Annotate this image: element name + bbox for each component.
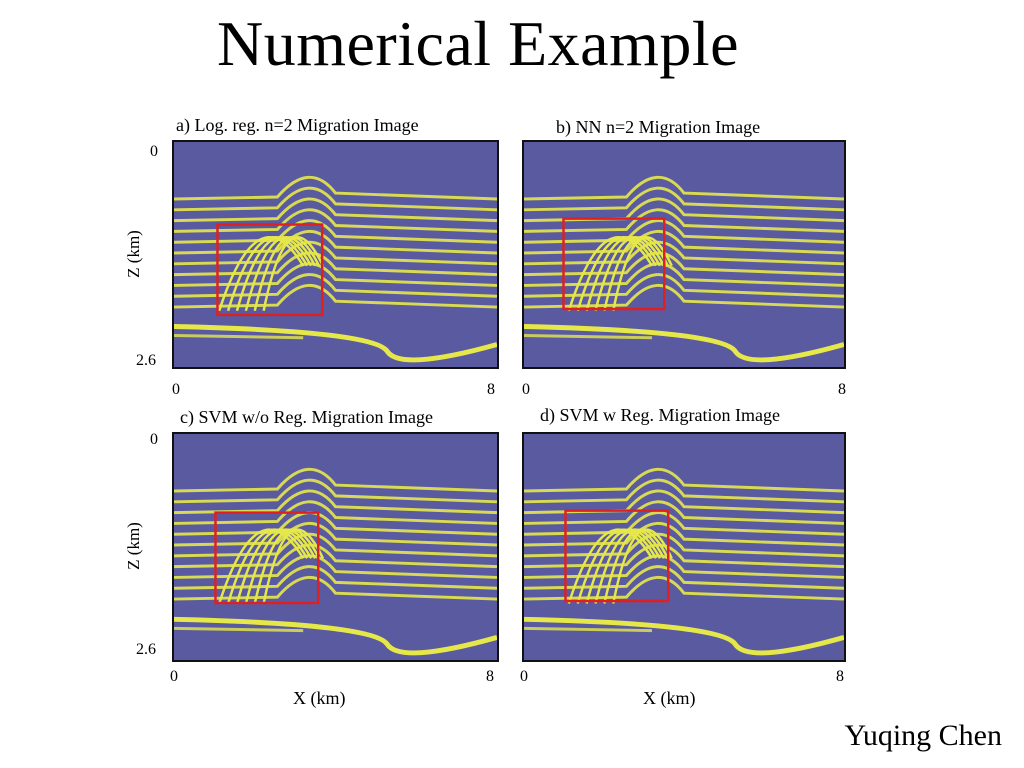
slide-title: Numerical Example bbox=[216, 8, 740, 79]
panel-a-title: a) Log. reg. n=2 Migration Image bbox=[176, 115, 419, 135]
panel-c-z-bottom-tick: 2.6 bbox=[136, 641, 156, 658]
panel-c-x-left-tick: 0 bbox=[170, 668, 178, 685]
panel-a-z-bottom-tick: 2.6 bbox=[136, 352, 156, 369]
panel-a-z-top-tick: 0 bbox=[150, 143, 158, 160]
panel-c-seismic-image bbox=[174, 434, 497, 660]
author-name: Yuqing Chen bbox=[844, 719, 1003, 752]
panel-b-migration-image bbox=[522, 140, 846, 369]
panel-c-z-axis-label: Z (km) bbox=[124, 522, 143, 570]
panel-d-title: d) SVM w Reg. Migration Image bbox=[540, 405, 780, 425]
panel-d-migration-image bbox=[522, 432, 846, 662]
panel-a-migration-image bbox=[172, 140, 499, 369]
panel-b-x-left-tick: 0 bbox=[522, 381, 530, 398]
panel-c-x-right-tick: 8 bbox=[486, 668, 494, 685]
panel-d-x-axis-label: X (km) bbox=[643, 688, 696, 708]
panel-d-seismic-image bbox=[524, 434, 844, 660]
panel-a-x-left-tick: 0 bbox=[172, 381, 180, 398]
panel-c-z-top-tick: 0 bbox=[150, 431, 158, 448]
panel-b-seismic-image bbox=[524, 142, 844, 367]
panel-a-x-right-tick: 8 bbox=[487, 381, 495, 398]
panel-b-x-right-tick: 8 bbox=[838, 381, 846, 398]
panel-d-x-right-tick: 8 bbox=[836, 668, 844, 685]
panel-a-z-axis-label: Z (km) bbox=[124, 230, 143, 278]
panel-c-x-axis-label: X (km) bbox=[293, 688, 346, 708]
panel-a-seismic-image bbox=[174, 142, 497, 367]
panel-c-migration-image bbox=[172, 432, 499, 662]
panel-c-title: c) SVM w/o Reg. Migration Image bbox=[180, 407, 433, 427]
panel-d-x-left-tick: 0 bbox=[520, 668, 528, 685]
panel-b-title: b) NN n=2 Migration Image bbox=[556, 117, 761, 137]
